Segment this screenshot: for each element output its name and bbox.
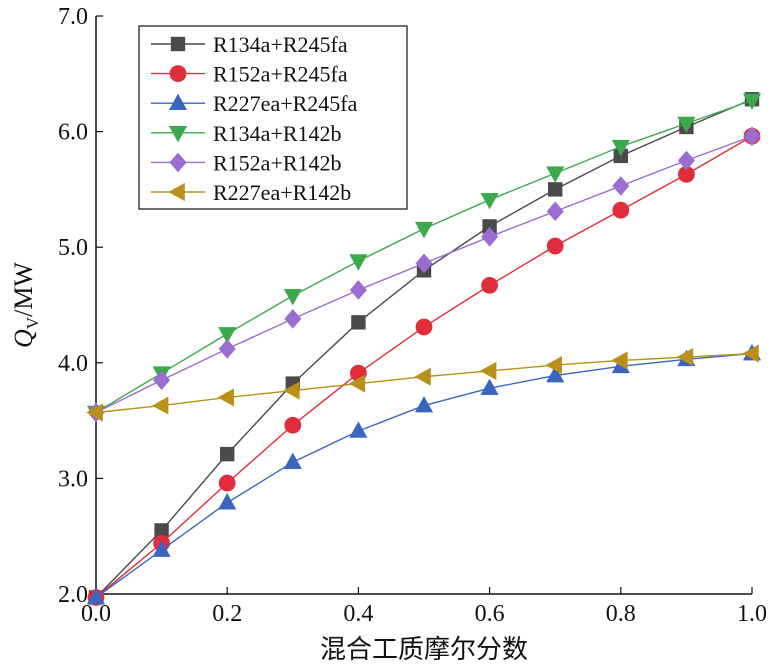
data-point — [151, 396, 169, 415]
data-point — [479, 361, 497, 380]
data-point — [677, 150, 695, 171]
x-axis-title: 混合工质摩尔分数 — [320, 635, 528, 664]
legend-marker — [169, 65, 187, 82]
series-line — [95, 352, 753, 599]
data-point — [218, 474, 236, 492]
legend-label: R227ea+R142b — [213, 180, 351, 205]
legend-label: R152a+R245fa — [213, 62, 348, 87]
data-point — [217, 388, 235, 407]
series-R227ea+R245fa — [86, 343, 762, 605]
legend-label: R134a+R142b — [213, 121, 342, 146]
data-point — [283, 452, 302, 470]
data-point — [415, 318, 433, 336]
data-point — [546, 237, 564, 255]
series-layer — [86, 92, 762, 606]
legend-marker — [168, 93, 188, 110]
data-point — [612, 201, 630, 219]
data-point — [218, 493, 237, 510]
data-point — [676, 347, 694, 367]
data-point — [677, 116, 696, 134]
data-point — [284, 309, 302, 329]
data-point — [283, 288, 302, 306]
series-R227ea+R142b — [86, 344, 759, 422]
legend-marker — [168, 182, 185, 202]
x-tick-label: 0.8 — [606, 601, 636, 627]
data-point — [86, 587, 106, 605]
data-point — [414, 221, 434, 239]
y-axis-title-unit: /MW — [9, 262, 38, 317]
data-point — [349, 254, 368, 271]
y-tick-label: 4.0 — [58, 351, 88, 377]
x-tick-label: 0.6 — [475, 601, 505, 627]
data-point — [481, 276, 499, 294]
data-point — [219, 446, 235, 462]
y-tick-label: 2.0 — [58, 582, 88, 608]
data-point — [480, 378, 499, 396]
y-axis-title-main: Q — [9, 329, 38, 348]
data-point — [612, 176, 630, 196]
y-axis-title-subscript: V — [23, 316, 42, 329]
x-tick-label: 0.4 — [343, 601, 373, 627]
legend-marker — [169, 152, 187, 173]
data-point — [283, 381, 300, 400]
legend-marker — [168, 126, 188, 143]
data-point — [349, 421, 368, 438]
data-point — [480, 193, 499, 210]
legend-label: R152a+R142b — [213, 150, 342, 175]
legend-label: R227ea+R245fa — [213, 91, 358, 116]
y-tick-label: 3.0 — [58, 466, 88, 492]
legend-box — [138, 25, 408, 210]
data-point — [742, 93, 762, 111]
data-point — [349, 280, 367, 300]
data-point — [481, 226, 499, 247]
data-point — [546, 166, 565, 183]
data-point — [414, 395, 434, 413]
y-tick-label: 6.0 — [58, 120, 88, 146]
data-point — [743, 126, 761, 147]
data-point — [218, 339, 236, 359]
legend: R134a+R245fa R152a+R245fa R227ea+R245fa R13… — [138, 25, 408, 210]
y-tick-label: 5.0 — [58, 235, 88, 261]
ticks: 0.0 0.2 0.4 0.6 0.8 1.02.03.04.05.06.07.0 — [58, 4, 767, 627]
data-point — [545, 356, 562, 375]
series-R152a+R245fa — [87, 127, 761, 606]
x-tick-label: 0.2 — [212, 601, 242, 627]
y-tick-label: 7.0 — [58, 4, 88, 30]
data-point — [284, 416, 302, 434]
axes — [95, 16, 752, 595]
data-point — [153, 370, 171, 390]
data-point — [548, 182, 563, 197]
data-point — [86, 403, 103, 422]
data-point — [742, 344, 759, 363]
data-point — [611, 139, 630, 157]
legend-label: R134a+R245fa — [213, 32, 348, 57]
data-point — [152, 540, 171, 557]
series-R152a+R142b — [87, 126, 761, 423]
data-point — [348, 374, 366, 393]
y-axis-title: QV/MW — [9, 262, 42, 348]
data-point — [546, 365, 565, 383]
data-point — [415, 253, 433, 274]
legend-marker — [170, 36, 186, 52]
data-point — [218, 327, 237, 344]
data-point — [414, 367, 431, 386]
data-point — [351, 315, 366, 330]
x-tick-label: 1.0 — [737, 601, 767, 627]
data-point — [546, 201, 564, 222]
data-point — [611, 351, 628, 370]
